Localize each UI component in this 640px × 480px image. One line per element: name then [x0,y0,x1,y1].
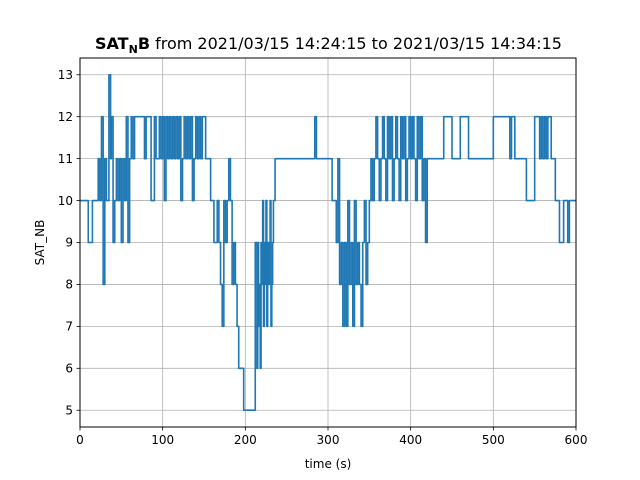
y-tick-label: 9 [65,236,73,250]
y-axis: 5 6 7 8 9 10 11 12 13 [58,68,80,417]
x-tick-label: 100 [151,433,174,447]
series-layer [80,73,576,412]
y-tick-label: 13 [58,68,73,82]
series-line-1 [80,73,576,412]
x-tick-label: 300 [317,433,340,447]
x-tick-label: 200 [234,433,257,447]
chart-title-rest: from 2021/03/15 14:24:15 to 2021/03/15 1… [150,34,562,53]
chart-title-subscript: N [129,43,138,56]
y-tick-label: 5 [65,403,73,417]
y-tick-label: 8 [65,278,73,292]
chart-title: SATNB from 2021/03/15 14:24:15 to 2021/0… [95,34,562,56]
y-tick-label: 10 [58,194,73,208]
y-tick-label: 11 [58,152,73,166]
chart-title-bold-tail: B [138,34,150,53]
chart-title-bold: SAT [95,34,129,53]
y-tick-label: 7 [65,320,73,334]
x-axis: 0 100 200 300 400 500 600 [76,427,587,447]
x-axis-label: time (s) [305,457,352,471]
y-tick-label: 6 [65,361,73,375]
y-tick-label: 12 [58,110,73,124]
grid [79,58,577,427]
x-tick-label: 600 [565,433,588,447]
x-tick-label: 500 [482,433,505,447]
x-tick-label: 0 [76,433,84,447]
y-axis-label: SAT_NB [33,220,47,266]
x-tick-label: 400 [399,433,422,447]
